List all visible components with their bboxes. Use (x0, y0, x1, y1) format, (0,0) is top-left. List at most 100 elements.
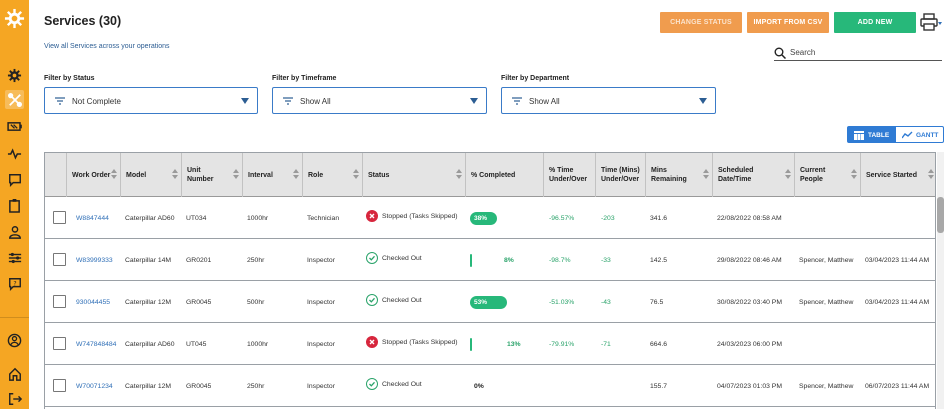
change-status-button[interactable]: CHANGE STATUS (660, 12, 742, 33)
sort-icon[interactable] (172, 169, 178, 181)
home-icon[interactable] (5, 364, 24, 383)
chat-icon[interactable] (5, 170, 24, 189)
sort-icon[interactable] (928, 169, 934, 181)
table-icon (854, 131, 864, 140)
table-row[interactable]: W747848484 Caterpillar AD60 UT045 1000hr Ins… (45, 323, 935, 365)
status-cell: Checked Out (366, 279, 422, 321)
add-new-button[interactable]: ADD NEW (834, 12, 916, 33)
header-role[interactable]: Role (302, 153, 362, 197)
help-icon[interactable]: ? (5, 274, 24, 293)
pct-completed-cell: 38% (470, 197, 540, 239)
row-checkbox[interactable] (53, 295, 66, 308)
header-label: Interval (248, 171, 273, 179)
gear-icon[interactable] (5, 66, 24, 85)
table-row[interactable]: W83999333 Caterpillar 14M GR0201 250hr Inspe… (45, 237, 935, 281)
header-status[interactable]: Status (362, 153, 465, 197)
filter-timeframe-select[interactable]: Show All (272, 87, 487, 114)
sort-icon[interactable] (456, 169, 462, 181)
work-order-link[interactable]: W8847444 (76, 214, 109, 222)
header-service-started[interactable]: Service Started (860, 153, 935, 197)
sort-icon[interactable] (851, 169, 857, 181)
filter-icon (55, 97, 65, 105)
sidebar: ? (0, 0, 29, 409)
import-csv-button[interactable]: IMPORT FROM CSV (747, 12, 829, 33)
header-interval[interactable]: Interval (242, 153, 302, 197)
table-view-toggle[interactable]: TABLE (847, 126, 895, 143)
account-icon[interactable] (5, 331, 24, 350)
row-checkbox[interactable] (53, 379, 66, 392)
user-icon[interactable] (5, 222, 24, 241)
header-select (45, 153, 66, 197)
mins-remaining-cell: 155.7 (650, 382, 668, 390)
row-checkbox[interactable] (53, 253, 66, 266)
sort-icon[interactable] (293, 169, 299, 181)
check-circle-icon (366, 294, 378, 306)
filter-department-select[interactable]: Show All (501, 87, 716, 114)
sort-icon[interactable] (353, 169, 359, 181)
filter-status-select[interactable]: Not Complete (44, 87, 258, 114)
table-row[interactable]: 930044455 Caterpillar 12M GR0045 500hr Inspe… (45, 279, 935, 323)
sort-icon[interactable] (233, 169, 239, 181)
page-title: Services (30) (44, 14, 122, 28)
header-label: % Time Under/Over (549, 167, 588, 183)
model-cell: Caterpillar AD60 (125, 340, 175, 348)
header-time-pct[interactable]: % Time Under/Over (543, 153, 595, 197)
status-text: Checked Out (382, 380, 422, 388)
unit-number-cell: UT045 (186, 340, 207, 348)
work-order-link[interactable]: 930044455 (76, 298, 111, 306)
scheduled-cell: 22/08/2022 08:58 AM (717, 214, 782, 222)
table-row[interactable]: W8847444 Caterpillar AD60 UT034 1000hr Techn… (45, 197, 935, 239)
work-order-link[interactable]: W747848484 (76, 340, 117, 348)
check-circle-icon (366, 378, 378, 390)
wrench-icon[interactable] (5, 90, 24, 109)
header-scheduled[interactable]: Scheduled Date/Time (712, 153, 794, 197)
interval-cell: 250hr (247, 256, 265, 264)
header-work-order[interactable]: Work Order (66, 153, 120, 197)
sort-icon[interactable] (111, 169, 117, 181)
scheduled-cell: 29/08/2022 08:46 AM (717, 256, 782, 264)
filter-timeframe-value: Show All (300, 97, 331, 106)
clipboard-icon[interactable] (5, 196, 24, 215)
time-pct-cell: -79.91% (549, 340, 575, 348)
status-cell: Checked Out (366, 237, 422, 279)
header-unit-number[interactable]: Unit Number (181, 153, 242, 197)
header-pct-completed[interactable]: % Completed (465, 153, 543, 197)
scheduled-cell: 24/03/2023 06:00 PM (717, 340, 782, 348)
caret-down-icon (699, 98, 707, 104)
table-row[interactable]: W70071234 Caterpillar 12M GR0045 250hr Inspe… (45, 365, 935, 407)
sliders-icon[interactable] (5, 248, 24, 267)
row-checkbox[interactable] (53, 211, 66, 224)
scrollbar-thumb[interactable] (937, 197, 944, 233)
model-cell: Caterpillar 12M (125, 298, 172, 306)
logout-icon[interactable] (5, 389, 24, 408)
progress-bar (470, 253, 472, 267)
header-time-mins[interactable]: Time (Mins) Under/Over (595, 153, 645, 197)
work-order-link[interactable]: W70071234 (76, 382, 113, 390)
pct-completed-cell: 53% (470, 281, 540, 323)
progress-label: 13% (507, 340, 521, 348)
pulse-icon[interactable] (5, 144, 24, 163)
model-cell: Caterpillar 14M (125, 256, 172, 264)
header-mins-remaining[interactable]: Mins Remaining (645, 153, 712, 197)
print-icon[interactable] (920, 13, 942, 31)
sort-icon[interactable] (703, 169, 709, 181)
search-input[interactable] (790, 46, 940, 59)
filter-department-value: Show All (529, 97, 560, 106)
scrollbar-track[interactable] (937, 152, 944, 409)
current-people-cell: Spencer, Matthew (799, 382, 854, 390)
filter-icon (512, 97, 522, 105)
filter-department-label: Filter by Department (501, 75, 570, 82)
progress-label: 8% (504, 256, 514, 264)
sort-icon[interactable] (785, 169, 791, 181)
battery-icon[interactable] (5, 117, 24, 136)
header-label: Mins Remaining (651, 167, 687, 183)
work-order-link[interactable]: W83999333 (76, 256, 113, 264)
gantt-view-toggle[interactable]: GANTT (895, 126, 944, 143)
svg-text:?: ? (13, 280, 16, 287)
header-label: Time (Mins) Under/Over (601, 167, 640, 183)
row-checkbox[interactable] (53, 337, 66, 350)
logo-gear-icon[interactable] (4, 8, 25, 29)
header-current-people[interactable]: Current People (794, 153, 860, 197)
status-text: Stopped (Tasks Skipped) (382, 338, 458, 346)
header-model[interactable]: Model (120, 153, 181, 197)
